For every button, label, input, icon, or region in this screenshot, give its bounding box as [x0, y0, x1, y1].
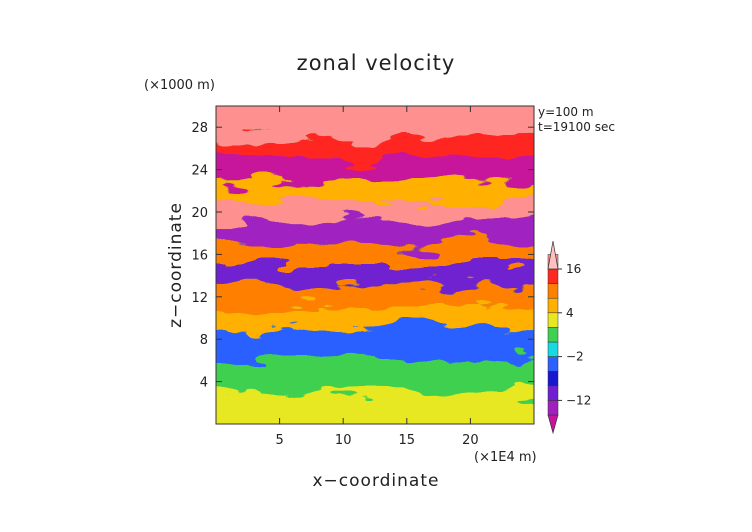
colorbar-swatch: [547, 268, 559, 284]
x-tick-label: 20: [462, 433, 479, 448]
y-tick-label: 20: [191, 206, 208, 221]
colorbar-swatch: [547, 400, 559, 416]
heatmap-band: [216, 328, 534, 361]
y-tick-label: 12: [191, 291, 208, 306]
y-unit-label: (×1000 m): [144, 78, 215, 93]
colorbar-swatch: [547, 385, 559, 401]
chart-title: zonal velocity: [297, 51, 456, 75]
annotation-y: y=100 m: [538, 105, 594, 119]
colorbar-swatch: [547, 327, 559, 343]
colorbar-min-arrow: [547, 414, 559, 435]
y-axis: 4 8 12 16 20 24 28: [191, 121, 534, 391]
colorbar-max-arrow: [547, 240, 559, 270]
colorbar-swatch: [547, 283, 559, 299]
y-tick-label: 4: [200, 376, 208, 391]
heatmap-band: [216, 307, 534, 329]
heatmap-band: [216, 180, 534, 202]
x-axis-label: x−coordinate: [313, 471, 440, 491]
heatmap-band: [216, 265, 534, 287]
heatmap-band: [216, 137, 534, 159]
x-tick-label: 10: [335, 433, 352, 448]
x-tick-label: 5: [275, 433, 283, 448]
colorbar-swatch: [547, 312, 559, 328]
x-unit-label: (×1E4 m): [474, 450, 537, 465]
colorbar: 16 4 −2 −12: [547, 240, 591, 435]
colorbar-swatch: [547, 356, 559, 372]
x-tick-label: 15: [399, 433, 416, 448]
plot-frame: [215, 105, 535, 425]
colorbar-tick-label: −12: [566, 393, 591, 407]
heatmap-band: [216, 243, 534, 265]
heatmap-band: [216, 360, 534, 393]
colorbar-swatch: [547, 297, 559, 314]
heatmap-band: [216, 222, 534, 244]
colorbar-swatch: [547, 370, 559, 387]
colorbar-tick-label: −2: [566, 350, 584, 364]
y-tick-label: 16: [191, 248, 208, 263]
heatmap-band: [216, 392, 534, 424]
colorbar-tick-label: 16: [566, 262, 581, 276]
y-tick-label: 24: [191, 164, 208, 179]
y-axis-label: z−coordinate: [166, 202, 186, 328]
heatmap-band: [216, 106, 534, 138]
y-tick-label: 28: [191, 121, 208, 136]
heatmap-field: [216, 106, 534, 424]
annotation-time: t=19100 sec: [538, 120, 615, 134]
heatmap-band: [216, 201, 534, 223]
heatmap-band: [216, 159, 534, 181]
colorbar-tick-label: 4: [566, 306, 574, 320]
y-tick-label: 8: [200, 333, 208, 348]
heatmap-band: [216, 286, 534, 308]
colorbar-swatch: [547, 341, 559, 357]
x-axis: 5 10 15 20: [275, 106, 479, 448]
